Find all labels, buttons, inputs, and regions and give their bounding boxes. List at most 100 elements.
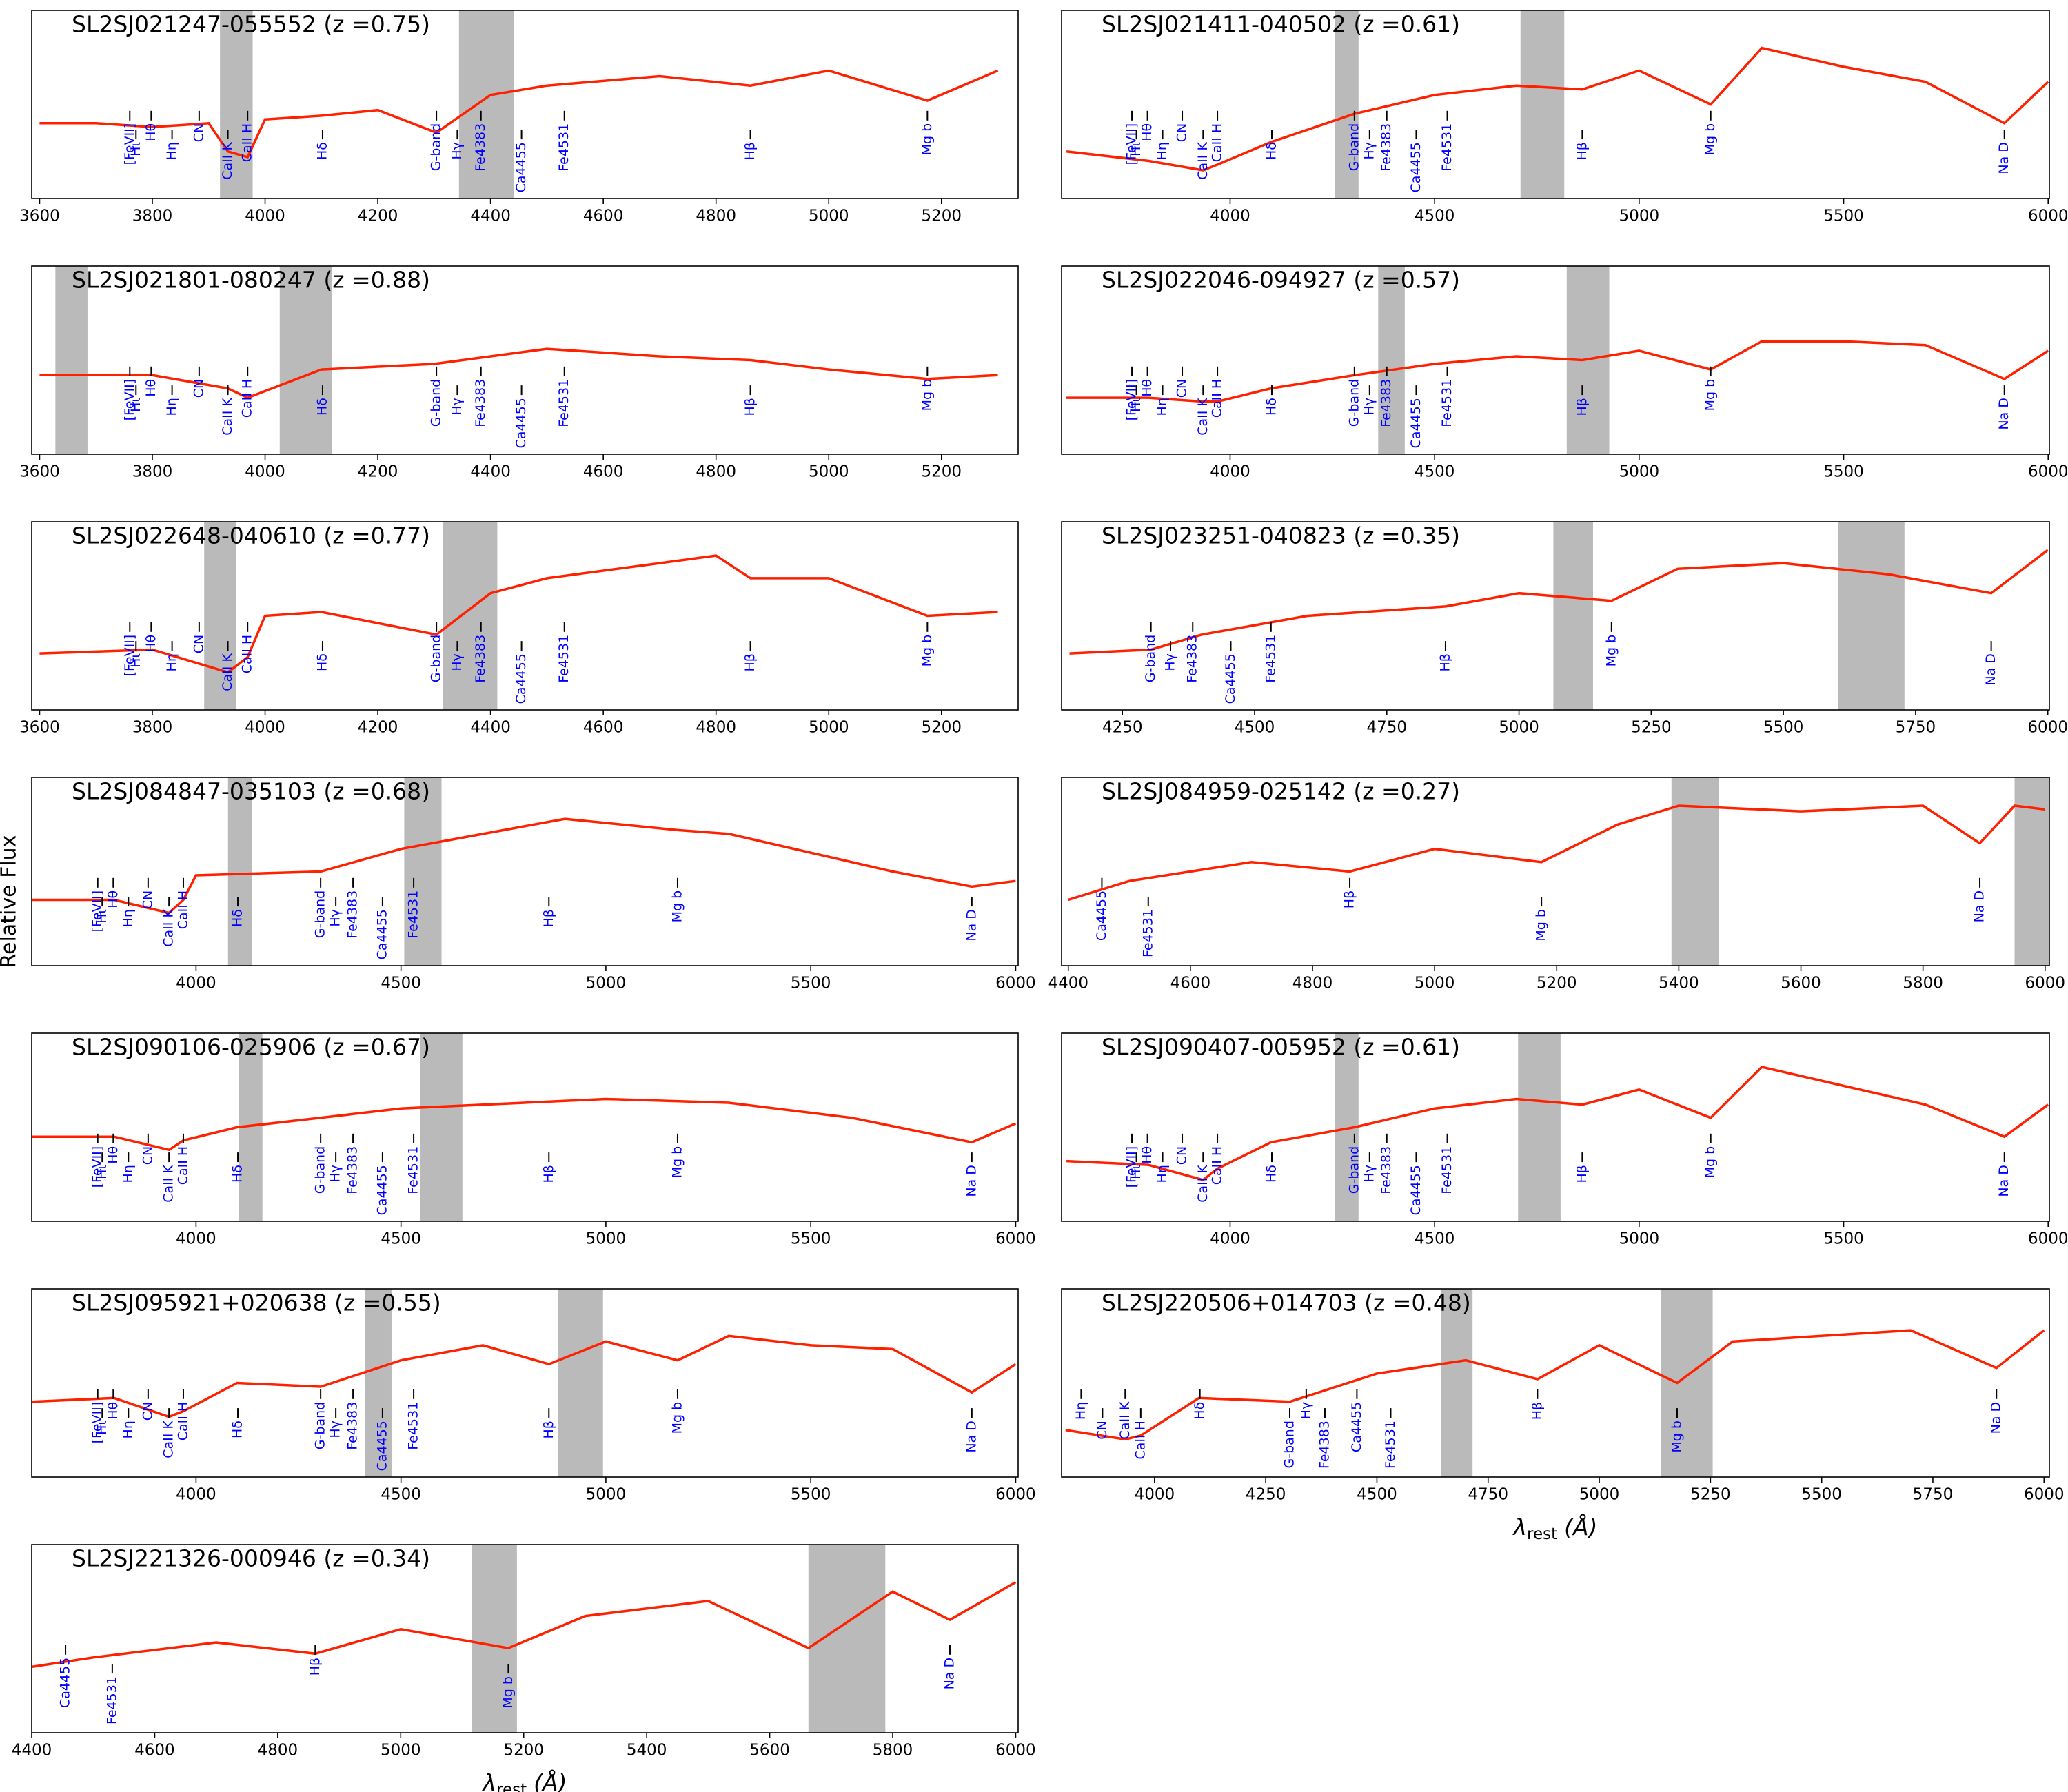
panel-title: SL2SJ021411-040502 (z =0.61): [1102, 11, 1460, 38]
axes-frame: [31, 521, 1019, 711]
line-label: Hι: [128, 142, 143, 156]
line-label: Hη: [164, 142, 179, 160]
line-label: Mg b: [920, 379, 935, 411]
x-tick-label: 3800: [132, 207, 173, 225]
line-label: G-band: [1346, 379, 1361, 427]
model-line: [31, 1581, 1017, 1669]
x-tick-label: 4200: [358, 463, 398, 481]
line-label: Hθ: [105, 890, 121, 908]
masked-region: [279, 266, 332, 454]
line-label: Hδ: [230, 1421, 245, 1438]
line-label: Fe4531: [1263, 635, 1278, 683]
line-label: Na D: [1972, 890, 1987, 923]
masked-region: [1518, 1033, 1561, 1221]
line-label: Hθ: [1139, 123, 1155, 141]
line-label: Na D: [964, 1421, 979, 1453]
line-label: Hθ: [1139, 379, 1155, 397]
line-label: Mg b: [669, 890, 685, 923]
line-label: Hβ: [742, 142, 758, 160]
line-label: Hη: [121, 1421, 136, 1438]
line-label: Hβ: [1574, 142, 1590, 160]
axes-frame: [1061, 521, 2050, 711]
line-label: Hγ: [449, 398, 465, 416]
line-label: Fe4383: [345, 890, 361, 939]
x-tick-label: 6000: [2027, 719, 2068, 737]
line-label: G-band: [1281, 1421, 1297, 1468]
masked-region: [443, 522, 498, 710]
line-label: Ca4455: [514, 398, 529, 448]
line-label: Hβ: [1574, 398, 1590, 416]
x-label-unit: (Å): [534, 1769, 567, 1792]
line-label: Hδ: [1192, 1402, 1207, 1420]
masked-region: [472, 1545, 517, 1733]
x-tick-label: 5500: [791, 1486, 831, 1504]
panel-title: SL2SJ022648-040610 (z =0.77): [72, 522, 430, 549]
line-label: Ca4455: [1223, 653, 1238, 704]
line-label: [FeVII]: [90, 890, 105, 933]
line-label: Hθ: [143, 123, 159, 141]
model-line: [1069, 549, 2049, 655]
line-label: G-band: [313, 1146, 328, 1194]
line-label: Hδ: [230, 1165, 245, 1183]
x-tick-label: 4600: [583, 207, 624, 225]
line-label: Mg b: [500, 1676, 516, 1709]
model-line: [1066, 46, 2049, 172]
line-label: CaII H: [1210, 1146, 1225, 1185]
line-label: Fe4383: [473, 635, 488, 683]
masked-region: [1441, 1289, 1473, 1477]
x-label-symbol: λ: [1512, 1514, 1528, 1540]
x-tick-label: 4500: [1415, 207, 1455, 225]
line-label: Mg b: [1534, 909, 1549, 941]
masked-region: [1553, 522, 1593, 710]
line-label: CaII K: [161, 1165, 176, 1203]
line-label: Hγ: [1361, 142, 1377, 160]
line-label: G-band: [429, 379, 444, 427]
x-tick-label: 5750: [1913, 1486, 1954, 1504]
x-tick-label: 4500: [1357, 1486, 1397, 1504]
masked-region: [55, 266, 88, 454]
x-tick-label: 5200: [922, 207, 962, 225]
line-label: Fe4383: [473, 379, 488, 427]
line-label: Fe4531: [406, 1146, 421, 1194]
line-label: Fe4383: [1379, 379, 1394, 427]
x-tick-label: 5000: [1619, 207, 1660, 225]
line-label: Fe4531: [556, 123, 571, 172]
x-tick-label: 4400: [12, 1742, 52, 1760]
line-label: [FeVII]: [90, 1402, 105, 1444]
line-label: Hγ: [1361, 1165, 1377, 1183]
axes-frame: [1061, 1032, 2050, 1222]
line-label: Hβ: [1530, 1402, 1545, 1420]
line-label: Hγ: [449, 142, 465, 160]
x-tick-label: 5500: [1823, 207, 1864, 225]
line-label: [FeVII]: [1124, 1146, 1139, 1188]
x-tick-label: 5000: [809, 719, 849, 737]
masked-region: [808, 1545, 886, 1733]
line-label: CN: [140, 1402, 155, 1421]
line-label: Fe4531: [556, 635, 571, 683]
line-label: Hδ: [314, 142, 330, 160]
x-tick-label: 4000: [1210, 463, 1250, 481]
x-tick-label: 3600: [19, 463, 60, 481]
x-tick-label: 4500: [1415, 1230, 1455, 1248]
line-label: Mg b: [920, 123, 935, 156]
line-label: Hβ: [1342, 890, 1357, 908]
x-tick-label: 4800: [696, 463, 736, 481]
masked-region: [204, 522, 236, 710]
line-label: CaII H: [240, 635, 255, 673]
line-label: Na D: [1996, 1165, 2011, 1197]
line-label: Fe4531: [1383, 1421, 1398, 1469]
line-label: Hγ: [449, 653, 465, 671]
x-tick-label: 5500: [1823, 1230, 1864, 1248]
model-line: [39, 69, 999, 159]
line-label: Hβ: [742, 653, 758, 671]
panel-title: SL2SJ084959-025142 (z =0.27): [1102, 778, 1460, 805]
x-tick-label: 3800: [132, 463, 173, 481]
x-tick-label: 5250: [1690, 1486, 1731, 1504]
x-tick-label: 3600: [19, 207, 60, 225]
x-tick-label: 4000: [245, 207, 285, 225]
masked-region: [1335, 10, 1359, 198]
line-label: Ca4455: [1349, 1402, 1364, 1452]
model-line: [32, 1334, 1017, 1418]
